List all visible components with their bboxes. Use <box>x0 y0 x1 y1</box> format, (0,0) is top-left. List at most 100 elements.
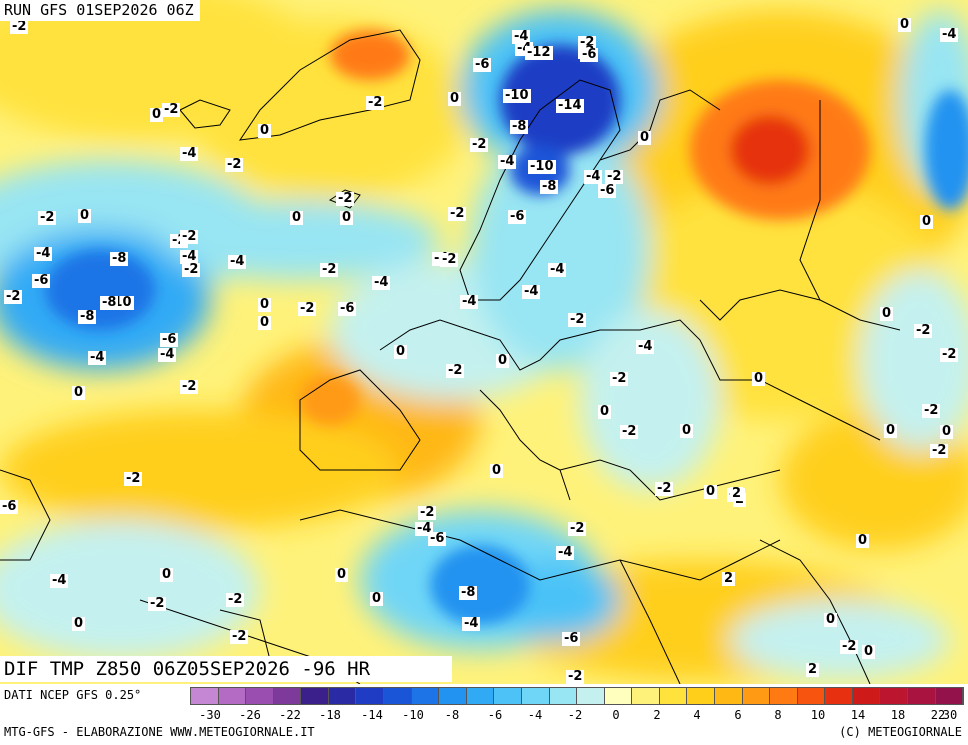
anomaly-value-label: -2 <box>930 443 949 458</box>
color-swatch <box>604 688 633 704</box>
anomaly-value-label: -4 <box>522 284 541 299</box>
anomaly-value-label: 0 <box>752 371 766 386</box>
anomaly-value-label: 0 <box>370 591 384 606</box>
anomaly-value-label: -2 <box>226 592 245 607</box>
anomaly-value-label: -6 <box>508 209 527 224</box>
anomaly-value-label: -2 <box>922 403 941 418</box>
anomaly-value-label: -2 <box>4 289 23 304</box>
scale-tick-label: -30 <box>199 708 221 722</box>
scale-tick-label: -4 <box>527 708 543 722</box>
color-swatch <box>218 688 247 704</box>
anomaly-value-label: -4 <box>636 339 655 354</box>
scale-tick-label: 0 <box>612 708 620 722</box>
color-swatch <box>908 688 936 704</box>
anomaly-value-label: 0 <box>340 210 354 225</box>
anomaly-value-label: -2 <box>620 424 639 439</box>
legend-panel: DATI NCEP GFS 0.25° -30 -26 -22 -18 -14 -10 -8… <box>0 684 968 745</box>
anomaly-value-label: 0 <box>290 210 304 225</box>
anomaly-value-label: -2 <box>225 157 244 172</box>
scale-tick-label: -22 <box>279 708 301 722</box>
anomaly-value-label: -4 <box>34 246 53 261</box>
color-swatch <box>770 688 798 704</box>
anomaly-value-label: 0 <box>72 616 86 631</box>
scale-tick-label: -6 <box>487 708 503 722</box>
anomaly-value-label: 0 <box>160 567 174 582</box>
color-swatch <box>411 688 440 704</box>
anomaly-value-label: 2 <box>730 486 744 501</box>
color-swatch <box>577 688 605 704</box>
anomaly-value-label: -4 <box>228 254 247 269</box>
anomaly-value-label: -14 <box>556 98 584 113</box>
color-swatch <box>935 688 964 704</box>
anomaly-value-label: -4 <box>372 275 391 290</box>
color-swatch <box>742 688 771 704</box>
anomaly-value-label: 2 <box>722 571 736 586</box>
anomaly-value-label: -4 <box>584 169 603 184</box>
anomaly-value-label: -8 <box>510 119 529 134</box>
anomaly-value-label: -8 <box>459 585 478 600</box>
anomaly-value-label: -2 <box>10 19 29 34</box>
anomaly-value-label: 2 <box>806 662 820 677</box>
anomaly-value-label: -2 <box>446 363 465 378</box>
anomaly-value-label: 0 <box>490 463 504 478</box>
anomaly-value-label: -10 <box>528 159 556 174</box>
anomaly-value-label: 0 <box>335 567 349 582</box>
scale-tick-label: 8 <box>774 708 782 722</box>
anomaly-value-label: -2 <box>470 137 489 152</box>
anomaly-value-label: -2 <box>914 323 933 338</box>
color-swatch <box>687 688 715 704</box>
anomaly-value-label: 0 <box>258 123 272 138</box>
anomaly-value-label: -8 <box>110 251 129 266</box>
anomaly-value-label: -2 <box>182 262 201 277</box>
anomaly-value-label: -2 <box>366 95 385 110</box>
anomaly-value-label: -2 <box>162 102 181 117</box>
anomaly-value-label: 0 <box>598 404 612 419</box>
color-swatch <box>246 688 274 704</box>
run-title: RUN GFS 01SEP2026 06Z <box>0 0 200 21</box>
anomaly-value-label: -2 <box>610 371 629 386</box>
anomaly-value-label: -6 <box>428 531 447 546</box>
anomaly-value-label: 0 <box>704 484 718 499</box>
anomaly-value-label: -4 <box>512 29 531 44</box>
color-scale-bar <box>190 687 964 705</box>
anomaly-value-label: -2 <box>148 596 167 611</box>
credit-text: MTG-GFS - ELABORAZIONE WWW.METEOGIORNALE… <box>4 725 315 739</box>
anomaly-value-label: 0 <box>680 423 694 438</box>
anomaly-value-label: 0 <box>258 315 272 330</box>
anomaly-value-label: -4 <box>460 294 479 309</box>
color-swatch <box>714 688 743 704</box>
data-source-text: DATI NCEP GFS 0.25° <box>4 688 142 702</box>
anomaly-value-label: -4 <box>498 154 517 169</box>
scale-tick-label: 4 <box>693 708 701 722</box>
color-swatch <box>659 688 688 704</box>
color-swatch <box>191 688 219 704</box>
color-swatch <box>273 688 302 704</box>
color-swatch <box>439 688 467 704</box>
anomaly-value-label: 0 <box>940 424 954 439</box>
anomaly-value-label: 0 <box>258 297 272 312</box>
color-swatch <box>328 688 357 704</box>
color-swatch <box>825 688 853 704</box>
color-swatch <box>384 688 412 704</box>
anomaly-value-label: -2 <box>38 210 57 225</box>
anomaly-value-label: -6 <box>562 631 581 646</box>
map-canvas <box>0 0 968 684</box>
anomaly-value-label: -4 <box>180 249 199 264</box>
anomaly-value-label: 0 <box>856 533 870 548</box>
anomaly-value-label: 0 <box>920 214 934 229</box>
scale-tick-label: 18 <box>890 708 906 722</box>
anomaly-value-label: -4 <box>940 27 959 42</box>
anomaly-value-label: -2 <box>336 191 355 206</box>
color-swatch <box>356 688 385 704</box>
anomaly-value-label: -2 <box>566 669 585 684</box>
scale-tick-label: 22 <box>930 708 946 722</box>
anomaly-value-label: -2 <box>180 229 199 244</box>
anomaly-value-label: -4 <box>462 616 481 631</box>
anomaly-value-label: -8 <box>540 179 559 194</box>
anomaly-value-label: 0 <box>394 344 408 359</box>
anomaly-value-label: -4 <box>88 350 107 365</box>
scale-tick-label: 14 <box>850 708 866 722</box>
anomaly-value-label: 0 <box>884 423 898 438</box>
anomaly-value-label: -2 <box>320 262 339 277</box>
color-swatch <box>549 688 578 704</box>
